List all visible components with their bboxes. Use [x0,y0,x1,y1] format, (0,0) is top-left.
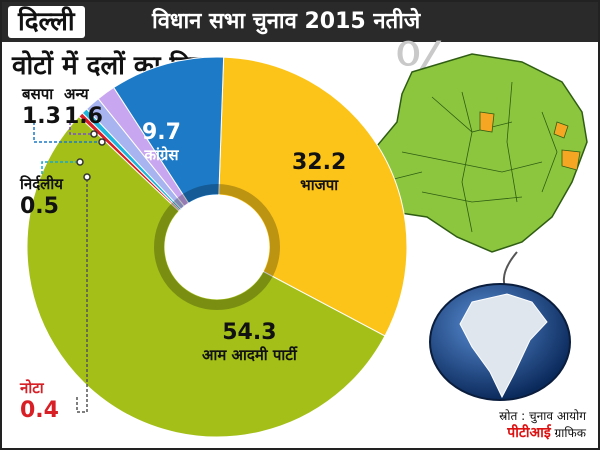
value-bjp: 32.2 [292,150,347,175]
leader-line [41,161,80,174]
leader-line [76,177,88,413]
value-congress: 9.7 [142,120,181,145]
label-independent: निर्दलीय 0.5 [20,174,63,219]
leader-dot [90,130,98,138]
highlight-region [479,111,495,133]
constituency-border [506,81,518,203]
value-independent: 0.5 [20,194,59,219]
name-bjp: भाजपा [300,176,339,194]
label-bsp: बसपा 1.3 [22,84,61,129]
highlight-region [561,149,581,171]
constituency-border [401,151,543,173]
india-globe [429,283,571,401]
label-bjp: 32.2 भाजपा [292,150,346,195]
city-label: दिल्ली [8,6,85,38]
donut-inner-shadow [154,184,280,310]
constituency-border [421,191,523,203]
label-nota: नोटा 0.4 [20,378,59,423]
highlight-region [553,121,569,139]
label-congress: 9.7 कांग्रेस [142,120,181,165]
name-congress: कांग्रेस [144,146,179,164]
value-nota: 0.4 [20,398,59,423]
value-others: 1.6 [64,104,103,129]
india-shape [459,293,548,399]
header-title: विधान सभा चुनाव 2015 नतीजे [152,9,421,34]
name-aap: आम आदमी पार्टी [202,346,297,364]
donut-chart [26,56,408,438]
leader-line [33,122,102,143]
leader-line [69,122,94,135]
header-bar: दिल्ली विधान सभा चुनाव 2015 नतीजे [2,2,598,42]
name-nota: नोटा [20,379,44,397]
constituency-border [461,91,473,233]
source-note: स्रोत : चुनाव आयोग [499,409,586,423]
delhi-map [353,53,588,305]
name-independent: निर्दलीय [20,175,63,193]
constituency-border [541,111,558,193]
label-others: अन्य 1.6 [64,84,103,129]
name-bsp: बसपा [22,85,54,103]
credit-brand: पीटीआई [507,425,551,441]
leader-lines [33,122,106,413]
leader-dot [98,138,106,146]
value-bsp: 1.3 [22,104,61,129]
donut-hole [165,195,269,299]
graphic-credit: पीटीआई ग्राफिक [507,423,586,442]
credit-suffix: ग्राफिक [550,426,586,440]
label-aap: 54.3 आम आदमी पार्टी [202,320,297,365]
leader-dot [83,173,91,181]
leader-dot [76,158,84,166]
value-aap: 54.3 [222,320,277,345]
name-others: अन्य [64,85,89,103]
